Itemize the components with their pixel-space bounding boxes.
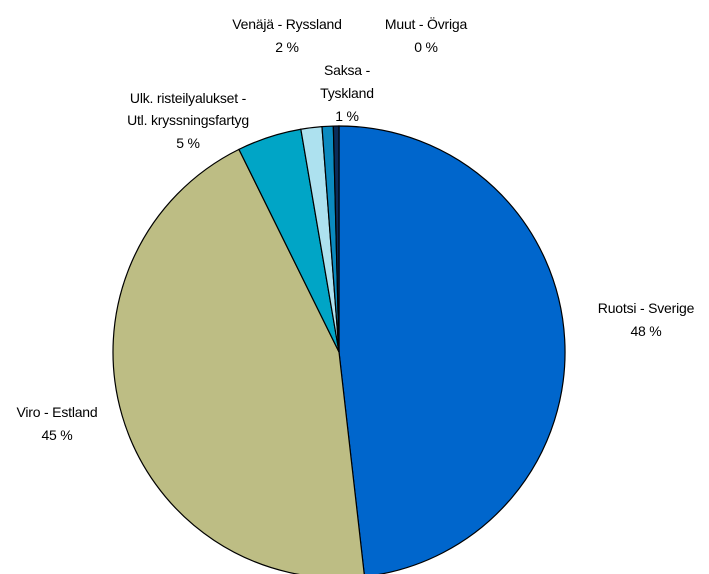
slice-percent-label: 1 %	[335, 108, 359, 124]
pie-slices	[112, 125, 566, 574]
slice-percent-label: 48 %	[630, 323, 661, 339]
slice-label-line: Viro - Estland	[17, 404, 98, 420]
pie-slice-ruotsi-sverige	[338, 125, 566, 574]
slice-label-line: Ruotsi - Sverige	[598, 300, 695, 316]
slice-percent-label: 5 %	[176, 135, 200, 151]
pie-labels: Ruotsi - Sverige 48 % Viro - Estland 45 …	[17, 15, 695, 443]
slice-label-line: Utl. kryssningsfartyg	[127, 112, 249, 128]
slice-label-line: Tyskland	[320, 85, 374, 101]
slice-label-line: Venäjä - Ryssland	[232, 16, 341, 32]
slice-label-saksa-tyskland: Saksa - Tyskland 1 %	[320, 62, 374, 124]
slice-label-ruotsi-sverige: Ruotsi - Sverige 48 %	[598, 300, 695, 339]
slice-label-viro-estland: Viro - Estland 45 %	[17, 404, 98, 443]
slice-label-line: Muut - Övriga	[385, 15, 468, 32]
pie-slice-muut-ovriga	[332, 125, 340, 353]
slice-label-line: Ulk. risteilyalukset -	[130, 90, 247, 106]
slice-label-venaja-ryssland: Venäjä - Ryssland 2 %	[232, 16, 342, 55]
pie-slice-viro-estland	[112, 148, 365, 574]
slice-label-line: Saksa -	[324, 62, 371, 78]
slice-percent-label: 45 %	[41, 427, 72, 443]
slice-label-muut-ovriga: Muut - Övriga 0 %	[385, 15, 468, 55]
slice-label-risteilyalukset: Ulk. risteilyalukset - Utl. kryssningsfa…	[127, 90, 249, 151]
slice-percent-label: 0 %	[414, 39, 438, 55]
slice-percent-label: 2 %	[275, 39, 299, 55]
